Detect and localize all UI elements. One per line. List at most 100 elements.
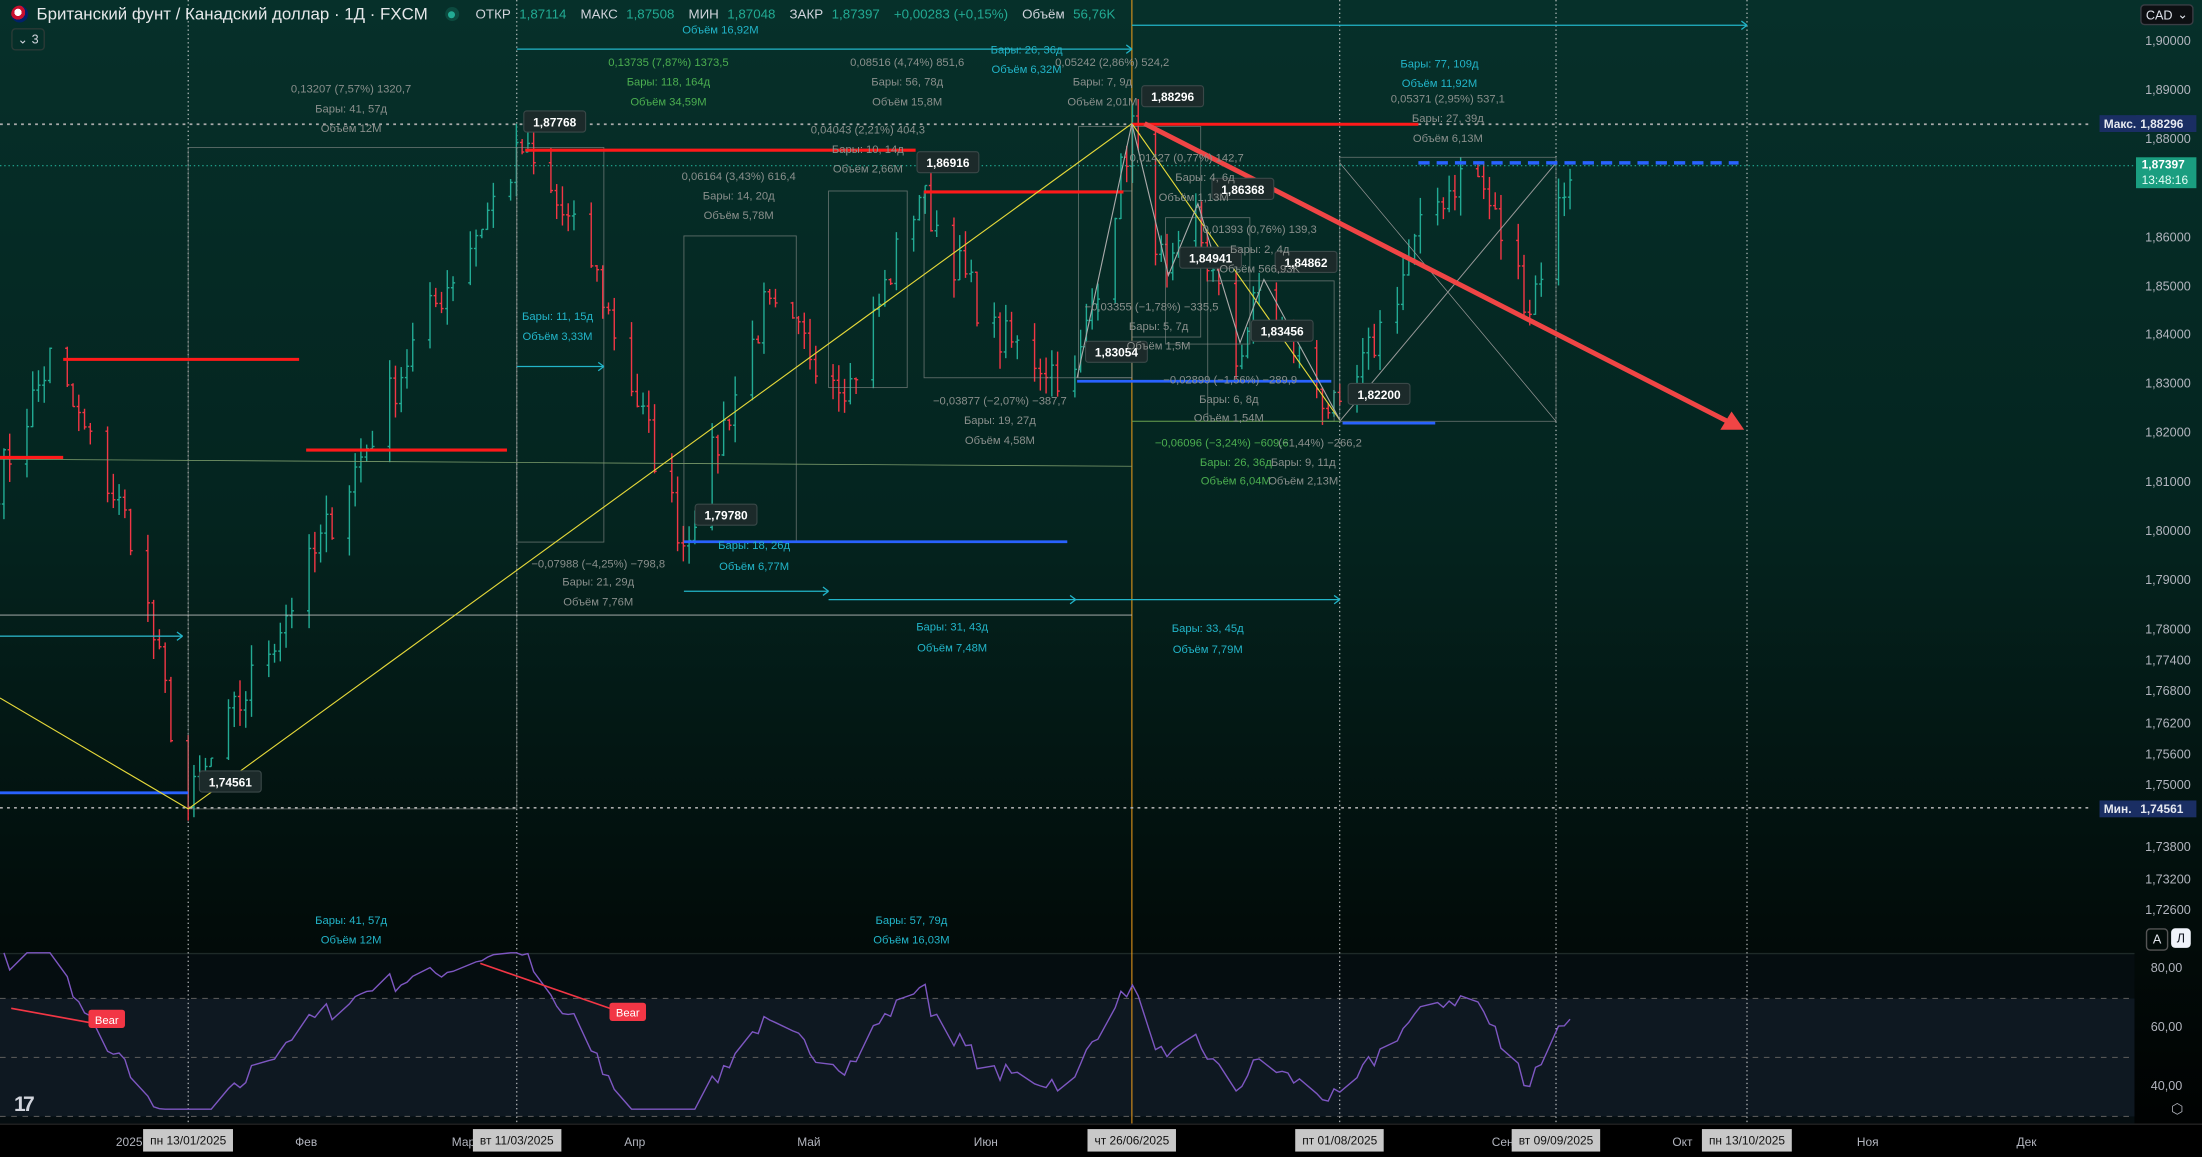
measure-annotation: Бары: 31, 43д bbox=[916, 622, 988, 634]
low-label: МИН bbox=[688, 6, 719, 22]
price-tick: 1,75600 bbox=[2145, 746, 2191, 761]
measure-annotation: Бары: 10, 14д bbox=[832, 144, 904, 156]
min-label: Мин. bbox=[2099, 800, 2136, 818]
market-status-icon bbox=[444, 7, 459, 22]
price-label: 1,74561 bbox=[209, 775, 252, 789]
log-scale-button[interactable]: Л bbox=[2171, 928, 2191, 948]
price-tick: 1,80000 bbox=[2145, 523, 2191, 538]
price-label-box bbox=[1250, 319, 1314, 342]
auto-scale-button[interactable]: A bbox=[2145, 928, 2169, 951]
measure-annotation: Объём 1,54M bbox=[1194, 412, 1264, 424]
measure-annotation: 0,13735 (7,87%) 1373,5 bbox=[608, 57, 728, 69]
indicators-toggle[interactable]: ⌄ 3 bbox=[11, 28, 45, 51]
open-label: ОТКР bbox=[475, 6, 511, 22]
price-label: 1,87768 bbox=[533, 115, 576, 129]
price-label: 1,84862 bbox=[1284, 256, 1327, 270]
measure-annotation: Объём 12M bbox=[321, 935, 382, 947]
price-tick: 1,78000 bbox=[2145, 621, 2191, 637]
last-price-label: 1,87397 13:48:16 bbox=[2136, 157, 2197, 189]
measure-annotation: −0,03877 (−2,07%) −387,7 bbox=[933, 395, 1067, 407]
measure-annotation: 0,01427 (0,77%) 142,7 bbox=[1130, 152, 1244, 164]
price-label: 1,86368 bbox=[1221, 183, 1264, 197]
arrow-head bbox=[822, 586, 829, 592]
measure-annotation: −0,06096 (−3,24%) −609,6 bbox=[1155, 438, 1289, 450]
measure-annotation: Объём 566,93K bbox=[1219, 263, 1300, 275]
price-tick: 1,84000 bbox=[2145, 327, 2191, 342]
measure-annotation: Объём 12M bbox=[321, 123, 382, 135]
month-tick: Май bbox=[797, 1134, 821, 1149]
currency-select[interactable]: CAD ⌄ bbox=[2140, 4, 2194, 26]
close-label: ЗАКР bbox=[789, 6, 824, 22]
measure-annotation: Бары: 5, 7д bbox=[1129, 321, 1189, 333]
measure-box bbox=[1339, 156, 1557, 422]
price-tick: 1,86000 bbox=[2145, 229, 2191, 244]
arrow-head bbox=[1333, 599, 1341, 605]
month-tick: Мар bbox=[451, 1134, 476, 1149]
time-axis[interactable]: 2025 Фев Мар Апр Май Июн Сен Окт Ноя Дек пн 13/01/… bbox=[0, 1123, 2202, 1157]
measure-annotation: Объём 34,59M bbox=[630, 96, 706, 108]
price-label-box bbox=[1211, 177, 1275, 200]
measure-annotation: 0,13207 (7,57%) 1320,7 bbox=[291, 84, 411, 96]
measure-annotation: Объём 6,77M bbox=[719, 561, 789, 573]
measure-annotation: Бары: 41, 57д bbox=[315, 915, 387, 927]
high-label: МАКС bbox=[580, 6, 618, 22]
bear-badge bbox=[609, 1002, 646, 1021]
measure-annotation: Объём 7,79M bbox=[1173, 644, 1243, 656]
arrow-head bbox=[1741, 24, 1748, 30]
measure-annotation: Объём 6,13M bbox=[1413, 133, 1483, 145]
chevron-down-icon: ⌄ bbox=[2177, 7, 2188, 22]
measure-annotation: Объём 6,32M bbox=[992, 64, 1062, 76]
measure-annotation: 0,05242 (2,86%) 524,2 bbox=[1055, 57, 1169, 69]
month-tick: Дек bbox=[2016, 1134, 2037, 1149]
open-value: 1,87114 bbox=[519, 6, 567, 22]
price-label: 1,88296 bbox=[1151, 90, 1194, 104]
measure-annotation: Объём 7,48M bbox=[917, 643, 987, 655]
settings-icon[interactable]: ⬡ bbox=[2171, 1102, 2184, 1118]
tradingview-logo[interactable]: 17 bbox=[14, 1092, 35, 1117]
max-label: Макс. bbox=[2099, 115, 2141, 133]
measure-annotation: 0,06164 (3,43%) 616,4 bbox=[682, 171, 796, 183]
price-label: 1,79780 bbox=[704, 509, 747, 523]
month-tick: 2025 bbox=[115, 1134, 143, 1149]
price-tick: 1,76200 bbox=[2145, 715, 2191, 730]
low-value: 1,87048 bbox=[727, 6, 776, 22]
measure-annotation: Объём 1,13M bbox=[1159, 192, 1229, 204]
measure-annotation: −0,07988 (−4,25%) −798,8 bbox=[531, 558, 665, 570]
change-value: +0,00283 (+0,15%) bbox=[893, 6, 1009, 22]
price-tick: 1,90000 bbox=[2145, 33, 2191, 48]
bear-label: Bear bbox=[95, 1015, 119, 1027]
measure-annotation: Объём 15,8M bbox=[872, 96, 942, 108]
price-tick: 1,73800 bbox=[2145, 840, 2191, 855]
price-tick: 1,89000 bbox=[2145, 82, 2191, 97]
price-label-box bbox=[694, 503, 758, 526]
measure-annotation: Бары: 57, 79д bbox=[875, 915, 947, 927]
measure-annotation: Бары: 7, 9д bbox=[1073, 77, 1133, 89]
price-tick: 1,75000 bbox=[2145, 778, 2191, 793]
arrow-head bbox=[822, 590, 829, 596]
arrow-head bbox=[176, 635, 183, 641]
measure-annotation: 0,08516 (4,74%) 851,6 bbox=[850, 57, 964, 69]
measure-box bbox=[1131, 125, 1202, 338]
bear-badge bbox=[88, 1009, 125, 1028]
measure-annotation: Объём 16,03M bbox=[873, 935, 949, 947]
symbol-title[interactable]: Британский фунт / Канадский доллар · 1Д … bbox=[36, 4, 428, 24]
measure-annotation: Бары: 6, 8д bbox=[1199, 394, 1259, 406]
price-label-box bbox=[1274, 250, 1338, 274]
month-tick: Июн bbox=[973, 1134, 998, 1149]
last-price: 1,87397 bbox=[2141, 157, 2185, 172]
price-axis[interactable]: 1,90000 1,89000 1,88000 1,86000 1,85000 1,840… bbox=[2135, 0, 2202, 1157]
measure-annotation: Бары: 9, 11д bbox=[1271, 457, 1336, 469]
price-chart[interactable]: 1,87768 1,86916 1,88296 1,86368 1,84941 1,848… bbox=[0, 0, 2135, 1124]
candles bbox=[0, 99, 1573, 821]
measure-annotation: Бары: 19, 27д bbox=[964, 415, 1036, 427]
measure-annotation: Объём 2,13M bbox=[1268, 475, 1338, 487]
price-label-box bbox=[1141, 85, 1205, 108]
price-tick: 1,73200 bbox=[2145, 871, 2191, 886]
volume-label: Объём bbox=[1022, 6, 1065, 22]
measure-annotation: Объём 4,58M bbox=[965, 435, 1035, 447]
date-marker-label: чт 26/06/2025 bbox=[1087, 1129, 1177, 1152]
arrow-head bbox=[1125, 48, 1133, 54]
date-marker-label: пн 13/01/2025 bbox=[143, 1129, 234, 1152]
price-label-box bbox=[1347, 382, 1411, 406]
indicators-count: 3 bbox=[31, 32, 39, 47]
